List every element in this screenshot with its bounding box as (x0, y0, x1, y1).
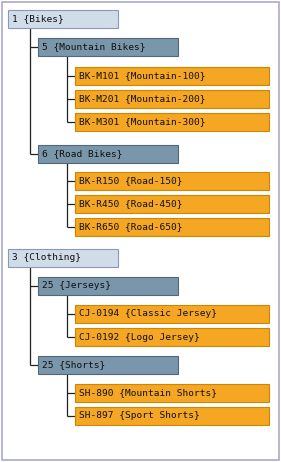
Text: 25 {Jerseys}: 25 {Jerseys} (42, 281, 111, 291)
FancyBboxPatch shape (75, 195, 269, 213)
Text: 6 {Road Bikes}: 6 {Road Bikes} (42, 150, 123, 158)
FancyBboxPatch shape (75, 305, 269, 323)
Text: BK-R450 {Road-450}: BK-R450 {Road-450} (79, 200, 182, 208)
Text: SH-897 {Sport Shorts}: SH-897 {Sport Shorts} (79, 412, 200, 420)
Text: 3 {Clothing}: 3 {Clothing} (12, 254, 81, 262)
FancyBboxPatch shape (75, 113, 269, 131)
FancyBboxPatch shape (75, 218, 269, 236)
FancyBboxPatch shape (8, 249, 118, 267)
Text: BK-R150 {Road-150}: BK-R150 {Road-150} (79, 176, 182, 186)
FancyBboxPatch shape (8, 10, 118, 28)
FancyBboxPatch shape (38, 277, 178, 295)
FancyBboxPatch shape (38, 145, 178, 163)
FancyBboxPatch shape (38, 38, 178, 56)
Text: CJ-0194 {Classic Jersey}: CJ-0194 {Classic Jersey} (79, 310, 217, 318)
Text: 5 {Mountain Bikes}: 5 {Mountain Bikes} (42, 43, 146, 51)
FancyBboxPatch shape (75, 407, 269, 425)
Text: BK-R650 {Road-650}: BK-R650 {Road-650} (79, 223, 182, 231)
FancyBboxPatch shape (38, 356, 178, 374)
FancyBboxPatch shape (75, 67, 269, 85)
Text: 1 {Bikes}: 1 {Bikes} (12, 14, 64, 24)
Text: 25 {Shorts}: 25 {Shorts} (42, 360, 105, 370)
FancyBboxPatch shape (75, 172, 269, 190)
Text: CJ-0192 {Logo Jersey}: CJ-0192 {Logo Jersey} (79, 333, 200, 341)
FancyBboxPatch shape (75, 90, 269, 108)
Text: BK-M301 {Mountain-300}: BK-M301 {Mountain-300} (79, 117, 205, 127)
FancyBboxPatch shape (75, 384, 269, 402)
Text: BK-M101 {Mountain-100}: BK-M101 {Mountain-100} (79, 72, 205, 80)
Text: SH-890 {Mountain Shorts}: SH-890 {Mountain Shorts} (79, 389, 217, 397)
Text: BK-M201 {Mountain-200}: BK-M201 {Mountain-200} (79, 95, 205, 103)
FancyBboxPatch shape (75, 328, 269, 346)
